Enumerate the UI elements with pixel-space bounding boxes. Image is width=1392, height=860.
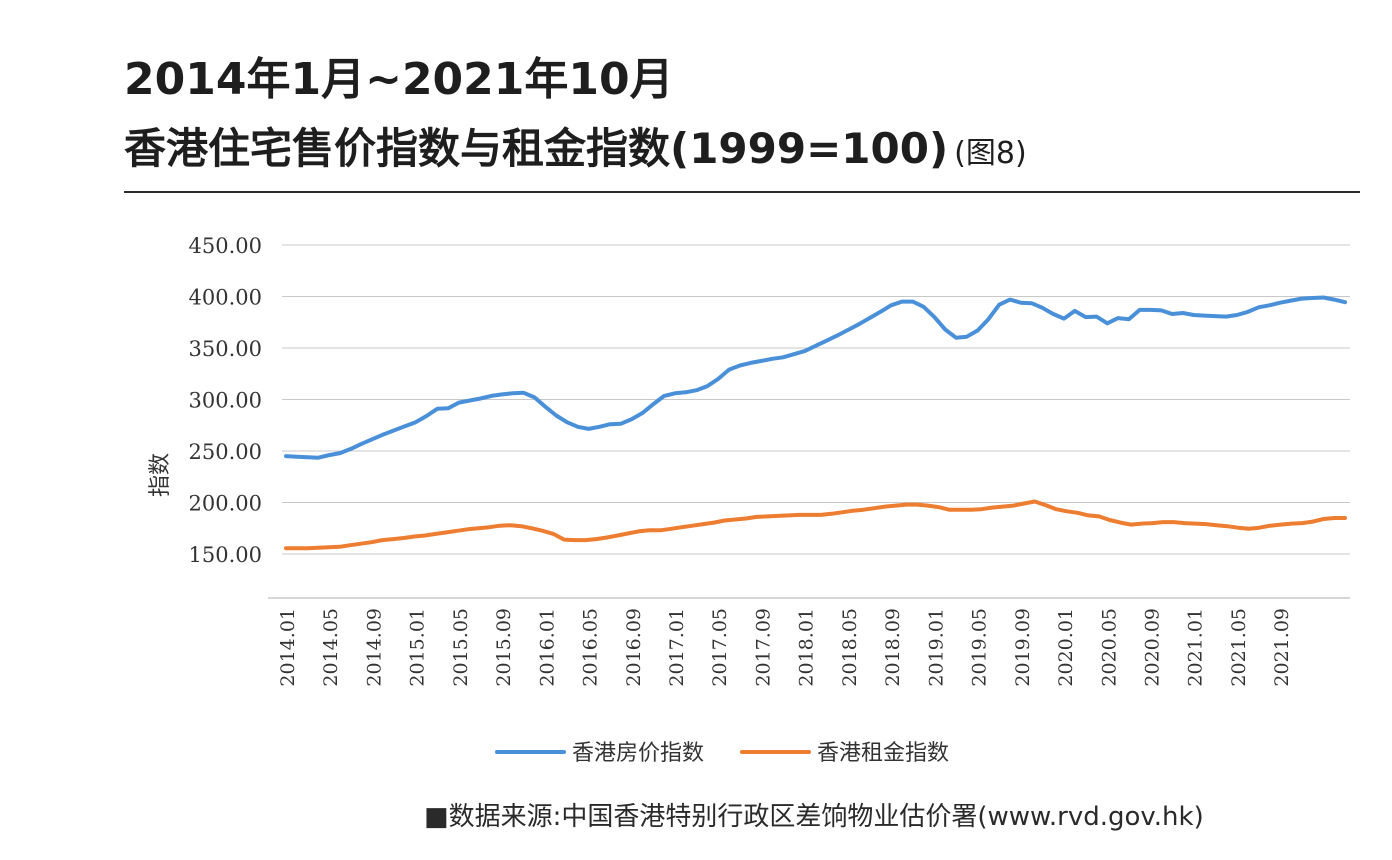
x-tick-label: 2020.09 [1141, 608, 1163, 687]
x-tick-label: 2014.09 [363, 608, 385, 687]
y-tick-label: 300.00 [189, 389, 262, 413]
y-tick-label: 150.00 [189, 543, 262, 567]
house-price-line [284, 295, 1347, 460]
x-tick-label: 2021.01 [1185, 608, 1207, 687]
x-tick-label: 2020.05 [1098, 608, 1120, 687]
x-tick-label: 2017.09 [752, 608, 774, 687]
x-tick-label: 2019.01 [925, 608, 947, 687]
x-tick-label: 2018.09 [882, 608, 904, 687]
x-tick-label: 2021.05 [1228, 608, 1250, 687]
x-tick-label: 2020.01 [1055, 608, 1077, 687]
y-tick-label: 350.00 [189, 337, 262, 361]
title-divider [124, 191, 1360, 193]
rent-index-line [284, 499, 1347, 551]
y-tick-label: 200.00 [189, 492, 262, 516]
x-tick-label: 2019.09 [1012, 608, 1034, 687]
x-tick-label: 2014.05 [320, 608, 342, 687]
chart-title-line2: 香港住宅售价指数与租金指数(1999=100) (图8) [124, 118, 1027, 189]
x-tick-label: 2016.05 [580, 608, 602, 687]
figure-reference: (图8) [954, 136, 1027, 171]
legend-label: 香港房价指数 [572, 741, 704, 766]
x-tick-label: 2018.01 [796, 608, 818, 687]
x-tick-label: 2015.01 [407, 608, 429, 687]
y-tick-label: 400.00 [189, 286, 262, 310]
y-tick-label: 450.00 [189, 234, 262, 258]
y-tick-label: 250.00 [189, 440, 262, 464]
chart-area: 150.00 200.00 250.00 300.00 350.00 400.00 450.… [148, 234, 1350, 766]
chart-title-main: 香港住宅售价指数与租金指数(1999=100) [124, 124, 949, 173]
legend-label: 香港租金指数 [817, 741, 949, 766]
x-tick-label: 2018.05 [839, 608, 861, 687]
x-tick-label: 2015.05 [450, 608, 472, 687]
chart-title-line1: 2014年1月~2021年10月 [124, 54, 674, 105]
x-tick-label: 2017.01 [666, 608, 688, 687]
x-tick-label: 2015.09 [493, 608, 515, 687]
y-axis-label: 指数 [148, 453, 173, 497]
data-source-note: ■数据来源:中国香港特别行政区差饷物业估价署(www.rvd.gov.hk) [424, 802, 1204, 832]
x-tick-label: 2021.09 [1271, 608, 1293, 687]
x-tick-label: 2019.05 [969, 608, 991, 687]
x-tick-label: 2016.09 [623, 608, 645, 687]
x-tick-label: 2014.01 [277, 608, 299, 687]
x-tick-label: 2017.05 [709, 608, 731, 687]
x-tick-label: 2016.01 [536, 608, 558, 687]
